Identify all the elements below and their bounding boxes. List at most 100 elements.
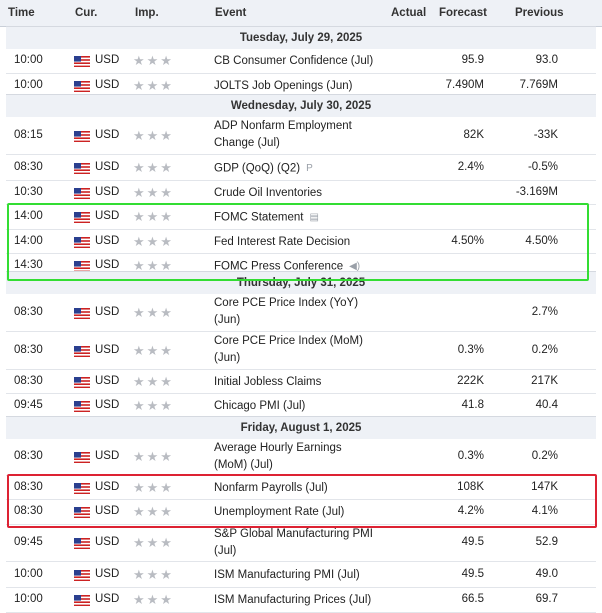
forecast-value: 95.9 bbox=[461, 54, 484, 66]
header-previous[interactable]: Previous bbox=[515, 7, 564, 19]
importance-stars-icon: ★★★ bbox=[133, 480, 174, 495]
us-flag-icon bbox=[74, 538, 90, 549]
event-row[interactable]: 09:45 USD ★★★ S&P Global Manufacturing PMI … bbox=[6, 525, 596, 562]
event-name[interactable]: Fed Interest Rate Decision bbox=[214, 234, 374, 251]
importance-stars-icon: ★★★ bbox=[133, 209, 174, 224]
us-flag-icon bbox=[74, 452, 90, 463]
importance-stars-icon: ★★★ bbox=[133, 78, 174, 93]
event-name[interactable]: Core PCE Price Index (MoM) (Jun) bbox=[214, 333, 374, 367]
event-name[interactable]: CB Consumer Confidence (Jul) bbox=[214, 53, 374, 70]
previous-value: 147K bbox=[531, 481, 558, 493]
event-time: 08:30 bbox=[14, 375, 43, 387]
header-currency[interactable]: Cur. bbox=[75, 7, 98, 19]
event-row[interactable]: 08:30 USD ★★★ Core PCE Price Index (MoM) (J… bbox=[6, 332, 596, 370]
previous-value: 2.7% bbox=[531, 306, 558, 318]
event-row[interactable]: 08:30 USD ★★★ Unemployment Rate (Jul) 4.2% 4.… bbox=[6, 500, 596, 525]
event-row[interactable]: 10:00 USD ★★★ ISM Manufacturing Prices (Jul… bbox=[6, 588, 596, 613]
event-name[interactable]: Average Hourly Earnings (MoM) (Jul) bbox=[214, 440, 374, 474]
event-name[interactable]: S&P Global Manufacturing PMI (Jul) bbox=[214, 526, 374, 560]
us-flag-icon bbox=[74, 377, 90, 388]
previous-value: 52.9 bbox=[535, 536, 558, 548]
importance-stars-icon: ★★★ bbox=[133, 258, 174, 273]
day-label: Wednesday, July 30, 2025 bbox=[230, 100, 372, 112]
currency-code: USD bbox=[95, 505, 120, 517]
event-name-text: Nonfarm Payrolls (Jul) bbox=[214, 482, 328, 494]
event-time: 14:00 bbox=[14, 235, 43, 247]
event-time: 08:30 bbox=[14, 306, 43, 318]
forecast-value: 41.8 bbox=[461, 399, 484, 411]
event-row[interactable]: 08:15 USD ★★★ ADP Nonfarm Employment Change… bbox=[6, 117, 596, 155]
currency-code: USD bbox=[95, 344, 120, 356]
event-name[interactable]: ADP Nonfarm Employment Change (Jul) bbox=[214, 118, 374, 152]
us-flag-icon bbox=[74, 188, 90, 199]
previous-value: -33K bbox=[533, 129, 558, 141]
event-row[interactable]: 08:30 USD ★★★ Nonfarm Payrolls (Jul) 108K 147… bbox=[6, 476, 596, 500]
event-time: 08:30 bbox=[14, 481, 43, 493]
event-name[interactable]: GDP (QoQ) (Q2) P bbox=[214, 160, 374, 178]
event-name-text: FOMC Press Conference bbox=[214, 260, 344, 273]
event-row[interactable]: 08:30 USD ★★★ Core PCE Price Index (YoY) (J… bbox=[6, 294, 596, 332]
event-row[interactable]: 08:30 USD ★★★ Initial Jobless Claims 222K 217… bbox=[6, 370, 596, 394]
event-name[interactable]: FOMC Statement ▤ bbox=[214, 209, 374, 227]
table-header: Time Cur. Imp. Event Actual Forecast Pre… bbox=[0, 0, 602, 27]
us-flag-icon bbox=[74, 212, 90, 223]
event-row[interactable]: 08:30 USD ★★★ Average Hourly Earnings (MoM)… bbox=[6, 439, 596, 476]
event-name[interactable]: Crude Oil Inventories bbox=[214, 185, 374, 202]
previous-value: 4.50% bbox=[525, 235, 558, 247]
event-name[interactable]: JOLTS Job Openings (Jun) bbox=[214, 78, 374, 95]
day-label: Thursday, July 31, 2025 bbox=[236, 277, 366, 289]
event-name-text: Core PCE Price Index (YoY) (Jun) bbox=[214, 297, 359, 326]
event-name-text: Chicago PMI (Jul) bbox=[214, 400, 306, 412]
event-row[interactable]: 10:00 USD ★★★ ISM Manufacturing PMI (Jul) 49… bbox=[6, 562, 596, 588]
forecast-value: 4.50% bbox=[451, 235, 484, 247]
us-flag-icon bbox=[74, 483, 90, 494]
importance-stars-icon: ★★★ bbox=[133, 185, 174, 200]
forecast-value: 49.5 bbox=[461, 568, 484, 580]
event-time: 08:30 bbox=[14, 505, 43, 517]
currency-code: USD bbox=[95, 375, 120, 387]
header-time[interactable]: Time bbox=[8, 7, 35, 19]
currency-code: USD bbox=[95, 536, 120, 548]
event-time: 10:30 bbox=[14, 186, 43, 198]
event-row[interactable]: 14:00 USD ★★★ FOMC Statement ▤ bbox=[6, 205, 596, 230]
event-name[interactable]: FOMC Press Conference ◀) bbox=[214, 258, 374, 276]
event-row[interactable]: 14:00 USD ★★★ Fed Interest Rate Decision 4.5… bbox=[6, 230, 596, 254]
header-forecast[interactable]: Forecast bbox=[439, 7, 487, 19]
event-name[interactable]: ISM Manufacturing Prices (Jul) bbox=[214, 592, 374, 609]
importance-stars-icon: ★★★ bbox=[133, 592, 174, 607]
event-time: 14:00 bbox=[14, 210, 43, 222]
event-row[interactable]: 08:30 USD ★★★ GDP (QoQ) (Q2) P 2.4% -0.5% bbox=[6, 155, 596, 181]
event-name[interactable]: Initial Jobless Claims bbox=[214, 374, 374, 391]
event-name[interactable]: Unemployment Rate (Jul) bbox=[214, 504, 374, 521]
importance-stars-icon: ★★★ bbox=[133, 374, 174, 389]
event-name[interactable]: Chicago PMI (Jul) bbox=[214, 398, 374, 415]
event-name[interactable]: Core PCE Price Index (YoY) (Jun) bbox=[214, 295, 374, 329]
us-flag-icon bbox=[74, 595, 90, 606]
event-name[interactable]: ISM Manufacturing PMI (Jul) bbox=[214, 567, 374, 584]
previous-value: -3.169M bbox=[515, 186, 558, 198]
day-label: Tuesday, July 29, 2025 bbox=[239, 32, 363, 44]
us-flag-icon bbox=[74, 163, 90, 174]
event-name-text: ISM Manufacturing PMI (Jul) bbox=[214, 569, 360, 581]
event-row[interactable]: 10:30 USD ★★★ Crude Oil Inventories -3.169M bbox=[6, 181, 596, 205]
currency-code: USD bbox=[95, 161, 120, 173]
event-row[interactable]: 10:00 USD ★★★ CB Consumer Confidence (Jul) 9… bbox=[6, 49, 596, 74]
forecast-value: 2.4% bbox=[457, 161, 484, 173]
preliminary-icon: P bbox=[306, 163, 313, 174]
event-time: 08:30 bbox=[14, 161, 43, 173]
event-name-text: Initial Jobless Claims bbox=[214, 376, 322, 388]
currency-code: USD bbox=[95, 593, 120, 605]
currency-code: USD bbox=[95, 481, 120, 493]
document-icon: ▤ bbox=[309, 212, 319, 223]
previous-value: 217K bbox=[531, 375, 558, 387]
header-actual[interactable]: Actual bbox=[391, 7, 427, 19]
event-time: 14:30 bbox=[14, 259, 43, 271]
forecast-value: 4.2% bbox=[457, 505, 484, 517]
event-name[interactable]: Nonfarm Payrolls (Jul) bbox=[214, 480, 374, 497]
previous-value: 0.2% bbox=[531, 450, 558, 462]
header-importance[interactable]: Imp. bbox=[135, 7, 159, 19]
event-name-text: Core PCE Price Index (MoM) (Jun) bbox=[214, 335, 363, 364]
event-name-text: ADP Nonfarm Employment Change (Jul) bbox=[214, 120, 352, 149]
importance-stars-icon: ★★★ bbox=[133, 398, 174, 413]
header-event[interactable]: Event bbox=[215, 7, 247, 19]
